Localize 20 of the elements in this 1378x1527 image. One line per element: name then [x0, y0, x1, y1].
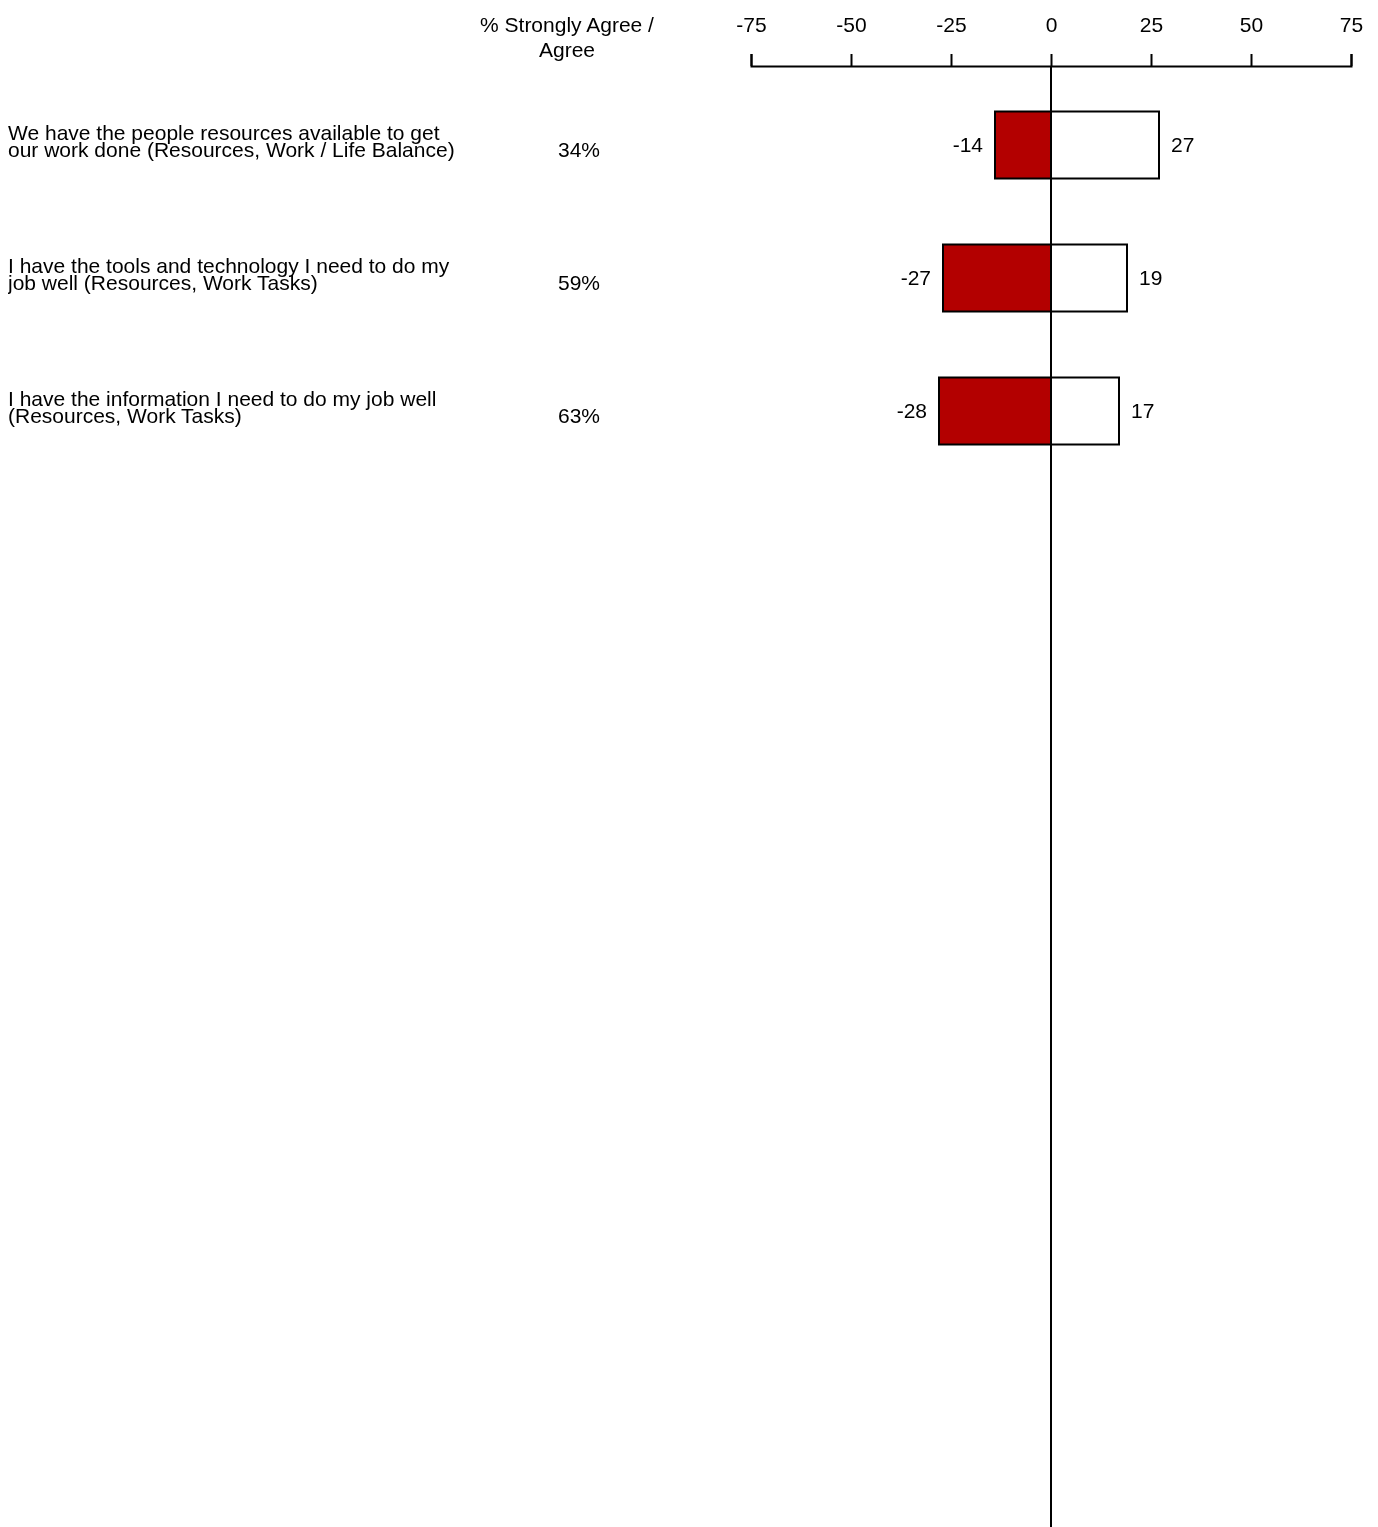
- text: 63%: [557, 404, 601, 428]
- y-tick-label: I have the information I need to do my job well (Resources, Work Tasks): [8, 387, 437, 427]
- y-tick-label: We have the people resources available to get our work done (Resources, Work / Life Balance): [8, 121, 455, 161]
- text: % Strongly Agree / Agree: [480, 13, 655, 61]
- text: 59%: [557, 271, 601, 295]
- y-tick-label: I have the tools and technology I need to do my job well (Resources, Work Tasks): [7, 254, 450, 294]
- x2-tick-label: 75: [1339, 13, 1364, 36]
- x2-tick-label: 25: [1139, 13, 1164, 36]
- x2-tick-label: -50: [836, 13, 867, 36]
- data-label: -27: [900, 266, 931, 290]
- data-label: 17: [1131, 399, 1155, 423]
- data-label: -28: [896, 399, 927, 423]
- data-label: 27: [1171, 133, 1195, 157]
- x2-tick-label: 0: [1045, 13, 1058, 36]
- data-label: 19: [1139, 266, 1163, 290]
- x2-tick-label: -75: [736, 13, 767, 36]
- x2-tick-label: 50: [1239, 13, 1264, 36]
- text: 34%: [557, 138, 601, 162]
- data-label: -14: [952, 133, 984, 157]
- x2-tick-label: -25: [936, 13, 967, 36]
